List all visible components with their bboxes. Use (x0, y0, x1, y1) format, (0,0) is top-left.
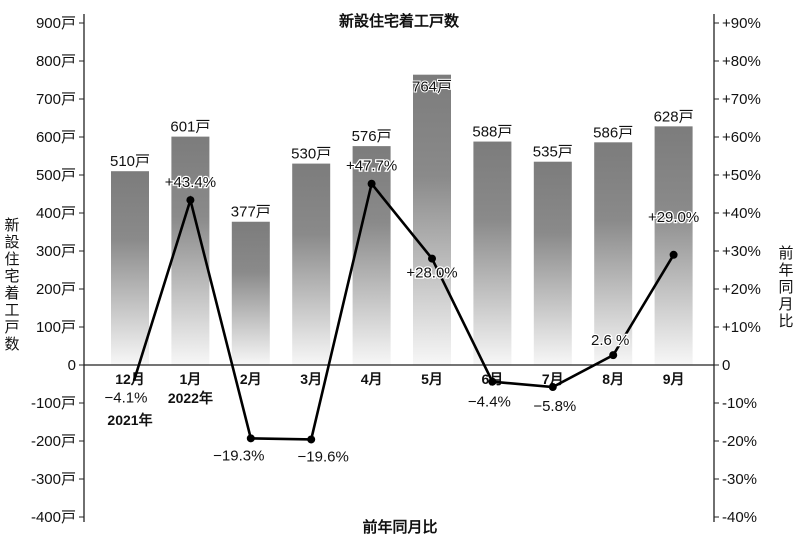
yoy-label: −4.4% (468, 394, 511, 411)
svg-text:住: 住 (4, 251, 19, 268)
x-tick-label: 4月 (361, 371, 383, 387)
x-axis-title: 前年同月比 (362, 518, 437, 536)
right-tick-label: +50% (722, 167, 761, 184)
left-tick-label: 0 (68, 357, 76, 374)
svg-text:宅: 宅 (4, 268, 19, 285)
svg-text:年: 年 (778, 262, 793, 279)
bar-value-label: 586戸 (593, 124, 633, 141)
yoy-label: +29.0% (648, 209, 699, 226)
bar-value-label: 576戸 (352, 128, 392, 145)
x-tick-label: 3月 (300, 371, 322, 387)
yoy-point (609, 351, 618, 360)
right-tick-label: +90% (722, 15, 761, 32)
yoy-label: 2.6 % (591, 332, 629, 349)
right-axis-title: 前年同月比 (778, 245, 793, 330)
bar-value-label: 628戸 (654, 108, 694, 125)
yoy-label: +43.4% (165, 174, 216, 191)
left-tick-label: 500戸 (36, 167, 76, 184)
left-tick-label: 100戸 (36, 319, 76, 336)
yoy-point (488, 377, 497, 386)
bar-value-label: 535戸 (533, 144, 573, 161)
left-tick-label: 200戸 (36, 281, 76, 298)
x-tick-label: 1月 (180, 371, 202, 387)
right-tick-label: +80% (722, 53, 761, 70)
x-tick-label: 8月 (602, 371, 624, 387)
right-tick-label: +40% (722, 205, 761, 222)
svg-text:前: 前 (778, 245, 793, 262)
right-tick-label: 0 (722, 357, 730, 374)
x-tick-label: 12月 (115, 371, 145, 387)
x-tick-label: 9月 (663, 371, 685, 387)
svg-text:設: 設 (4, 234, 19, 251)
yoy-point (307, 435, 316, 444)
left-tick-label: -200戸 (31, 433, 76, 450)
left-tick-label: 800戸 (36, 53, 76, 70)
yoy-label: −19.3% (213, 447, 264, 464)
bar-value-label: 764戸 (412, 79, 452, 96)
left-tick-label: -400戸 (31, 509, 76, 526)
yoy-point (428, 254, 436, 263)
right-tick-label: +10% (722, 319, 761, 336)
x-tick-label: 2月 (240, 371, 262, 387)
bar-12月 (111, 171, 149, 365)
svg-text:新: 新 (4, 217, 19, 234)
svg-text:着: 着 (4, 285, 19, 302)
year-label: 2022年 (168, 390, 213, 406)
svg-text:比: 比 (778, 313, 793, 330)
x-tick-label: 5月 (421, 371, 443, 387)
bar-value-label: 588戸 (472, 124, 512, 141)
yoy-point (669, 250, 678, 259)
right-tick-label: +70% (722, 91, 761, 108)
left-tick-label: 300戸 (36, 243, 76, 260)
yoy-label: −19.6% (298, 448, 349, 465)
bar-2月 (231, 221, 270, 365)
bar-7月 (533, 161, 572, 365)
yoy-label: −5.8% (533, 398, 576, 415)
yoy-label: +47.7% (346, 158, 397, 175)
bar-value-label: 377戸 (231, 204, 271, 221)
right-tick-label: +20% (722, 281, 761, 298)
yoy-point (246, 434, 255, 443)
right-tick-label: +60% (722, 129, 761, 146)
bar-6月 (473, 141, 512, 365)
svg-text:月: 月 (778, 296, 793, 313)
bar-3月 (292, 163, 331, 365)
right-tick-label: -30% (722, 471, 757, 488)
right-tick-label: -40% (722, 509, 757, 526)
right-tick-label: -10% (722, 395, 757, 412)
left-tick-label: -100戸 (31, 395, 76, 412)
bar-value-label: 601戸 (170, 119, 210, 136)
left-tick-label: 700戸 (36, 91, 76, 108)
bar-4月 (352, 146, 391, 365)
left-tick-label: 900戸 (36, 15, 76, 32)
left-axis-title: 新設住宅着工戸数 (4, 217, 19, 353)
yoy-line (132, 180, 675, 441)
left-tick-label: -300戸 (31, 471, 76, 488)
right-tick-label: -20% (722, 433, 757, 450)
bar-9月 (654, 126, 693, 365)
bar-value-label: 510戸 (110, 153, 150, 170)
yoy-point (548, 383, 557, 392)
svg-text:工: 工 (4, 302, 19, 319)
bar-value-label: 530戸 (291, 146, 331, 163)
right-tick-label: +30% (722, 243, 761, 260)
svg-text:同: 同 (778, 279, 793, 296)
chart-title: 新設住宅着工戸数 (339, 12, 460, 30)
left-tick-label: 600戸 (36, 129, 76, 146)
yoy-label: −4.1% (105, 390, 148, 407)
bar-8月 (594, 142, 633, 365)
svg-text:数: 数 (4, 336, 19, 353)
yoy-point (186, 196, 195, 205)
svg-text:戸: 戸 (4, 319, 19, 336)
yoy-label: +28.0% (406, 265, 457, 282)
bar-5月 (413, 74, 451, 366)
left-tick-label: 400戸 (36, 205, 76, 222)
year-label: 2021年 (107, 412, 152, 428)
yoy-point (367, 179, 376, 188)
